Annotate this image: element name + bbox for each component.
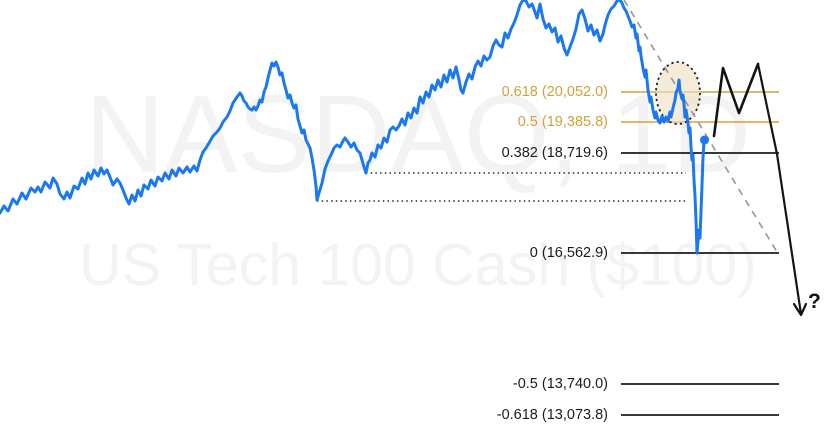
dashed-downtrend-line[interactable] [623,0,778,253]
fib-label-0618[interactable]: 0.618 (20,052.0) [501,84,608,100]
price-line [0,0,706,255]
price-end-dot[interactable] [700,135,709,145]
fib-label-neg0618[interactable]: -0.618 (13,073.8) [496,407,608,423]
projection-arrow-line[interactable] [756,62,803,316]
fib-label-neg05[interactable]: -0.5 (13,740.0) [512,376,608,392]
fib-label-0382[interactable]: 0.382 (18,719.6) [501,145,608,161]
highlight-ellipse[interactable] [655,61,701,125]
question-mark[interactable]: ? [808,290,821,313]
fib-label-05[interactable]: 0.5 (19,385.8) [517,114,608,130]
projection-arrowhead-icon[interactable] [792,302,808,317]
fib-label-0[interactable]: 0 (16,562.9) [529,245,608,261]
projection-zigzag[interactable] [712,62,760,138]
